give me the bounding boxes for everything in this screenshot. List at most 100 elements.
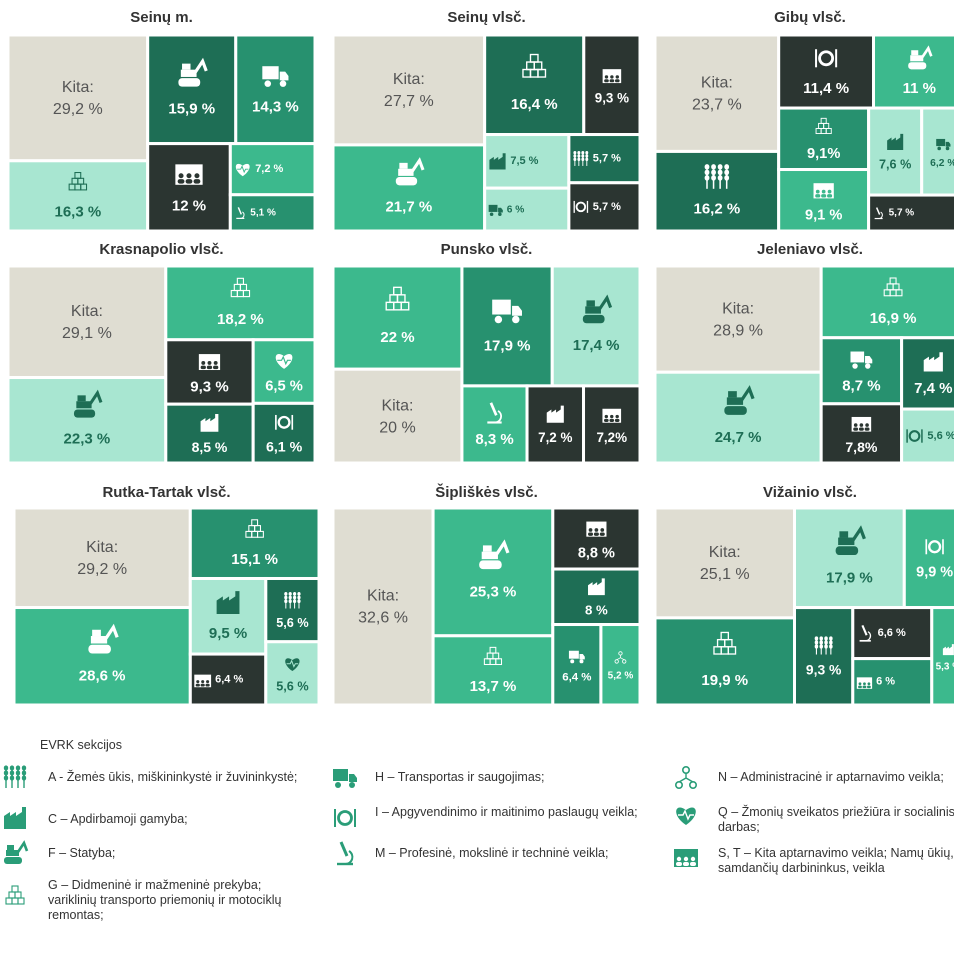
icon-part (683, 862, 689, 866)
icon-part (838, 537, 855, 546)
icon-part (586, 300, 595, 307)
cell-value-label: 16,9 % (870, 310, 917, 327)
cell-category: Kita: (71, 303, 103, 320)
chart-title: Krasnapolio vlsč. (99, 241, 223, 258)
sector-icon (874, 207, 883, 220)
treemap-cell (525, 384, 586, 465)
sector-icon (582, 294, 613, 324)
cell-category: Kita: (393, 71, 425, 88)
icon-part (867, 682, 871, 686)
icon-part (180, 69, 197, 77)
sector-icon (835, 525, 866, 556)
legend-entry: N – Administracinė ir aptarnavimo veikla… (718, 770, 944, 784)
icon-part (865, 356, 873, 364)
cell-value-label: 11 % (903, 80, 936, 97)
icon-part (15, 775, 21, 781)
icon-part (862, 685, 867, 689)
icon-part (683, 856, 689, 862)
treemap-cell (819, 402, 904, 465)
cell-value-label: 6,4 % (562, 672, 591, 684)
chart-title: Šipliškės vlsč. (435, 483, 538, 501)
icon-part (21, 775, 27, 781)
icon-part (681, 766, 691, 775)
icon-part (8, 891, 16, 899)
cell-value-label: 8,3 % (475, 431, 513, 448)
treemap: Krasnapolio vlsč. Kita: 29,1 % 22,3 % 18,2 %… (6, 241, 317, 465)
icon-part (821, 189, 826, 194)
treemap-cell (930, 606, 954, 707)
icon-part (585, 150, 589, 155)
cell-value-label: 6 % (876, 676, 895, 688)
treemap-cell (331, 506, 435, 707)
icon-part (194, 173, 200, 179)
cell-category: Kita: (381, 397, 413, 414)
icon-part (498, 212, 502, 217)
sector-icon (395, 157, 425, 186)
icon-part (726, 397, 744, 405)
icon-part (4, 857, 22, 864)
icon-part (297, 595, 301, 600)
sector-icon (614, 651, 627, 664)
sector-icon (936, 138, 951, 151)
icon-part (824, 644, 828, 649)
treemap-cell (146, 142, 232, 233)
legend-entry: F – Statyba; (48, 846, 116, 860)
icon-part (285, 658, 300, 672)
icon-part (936, 138, 946, 147)
icon-part (213, 365, 219, 370)
cell-category: Kita: (367, 588, 399, 605)
icon-part (14, 891, 22, 899)
sector-icon (676, 807, 696, 825)
icon-part (177, 179, 185, 184)
cell-value-label: 25,1 % (700, 566, 750, 583)
icon-part (711, 164, 716, 170)
sector-icon (4, 807, 26, 829)
cell-value-label: 22 % (380, 329, 414, 346)
icon-part (678, 809, 694, 821)
cell-value-label: 9,3 % (190, 379, 228, 396)
cell-value-label: 8,8 % (578, 545, 615, 561)
icon-part (704, 175, 710, 181)
cell-value-label: 13,7 % (470, 678, 517, 695)
icon-part (853, 427, 859, 431)
icon-part (237, 165, 249, 174)
icon-part (9, 765, 15, 771)
cell-category: Kita: (701, 74, 733, 91)
icon-part (178, 173, 184, 179)
icon-part (489, 212, 494, 217)
icon-part (104, 623, 119, 640)
icon-part (676, 856, 682, 862)
icon-part (92, 629, 101, 637)
icon-part (216, 591, 240, 614)
icon-part (852, 363, 858, 369)
icon-part (724, 406, 747, 415)
treemap-cell (460, 264, 554, 388)
sector-icon (923, 352, 943, 372)
icon-part (704, 169, 710, 176)
icon-part (185, 179, 193, 184)
icon-part (815, 194, 821, 198)
treemap-cell (819, 336, 904, 406)
treemap-cell (872, 33, 954, 110)
icon-part (690, 856, 696, 862)
icon-part (819, 640, 824, 645)
sector-icon (908, 45, 933, 70)
sector-icon (488, 204, 503, 217)
cell-value-label: 23,7 % (692, 96, 742, 113)
icon-part (923, 352, 943, 372)
icon-part (675, 780, 684, 790)
cell-value-label: 6 % (507, 204, 525, 215)
sector-icon (5, 885, 25, 905)
sector-icon (814, 636, 833, 655)
cell-value-label: 9,5 % (209, 625, 247, 642)
icon-part (824, 640, 828, 645)
cell-value-label: 11,4 % (803, 80, 849, 97)
icon-part (21, 765, 27, 771)
icon-part (3, 775, 9, 781)
icon-part (942, 644, 954, 656)
cell-value-label: 24,7 % (715, 429, 762, 446)
icon-part (573, 157, 577, 162)
icon-part (921, 45, 933, 58)
icon-part (615, 414, 619, 419)
treemap-cell (6, 264, 168, 380)
